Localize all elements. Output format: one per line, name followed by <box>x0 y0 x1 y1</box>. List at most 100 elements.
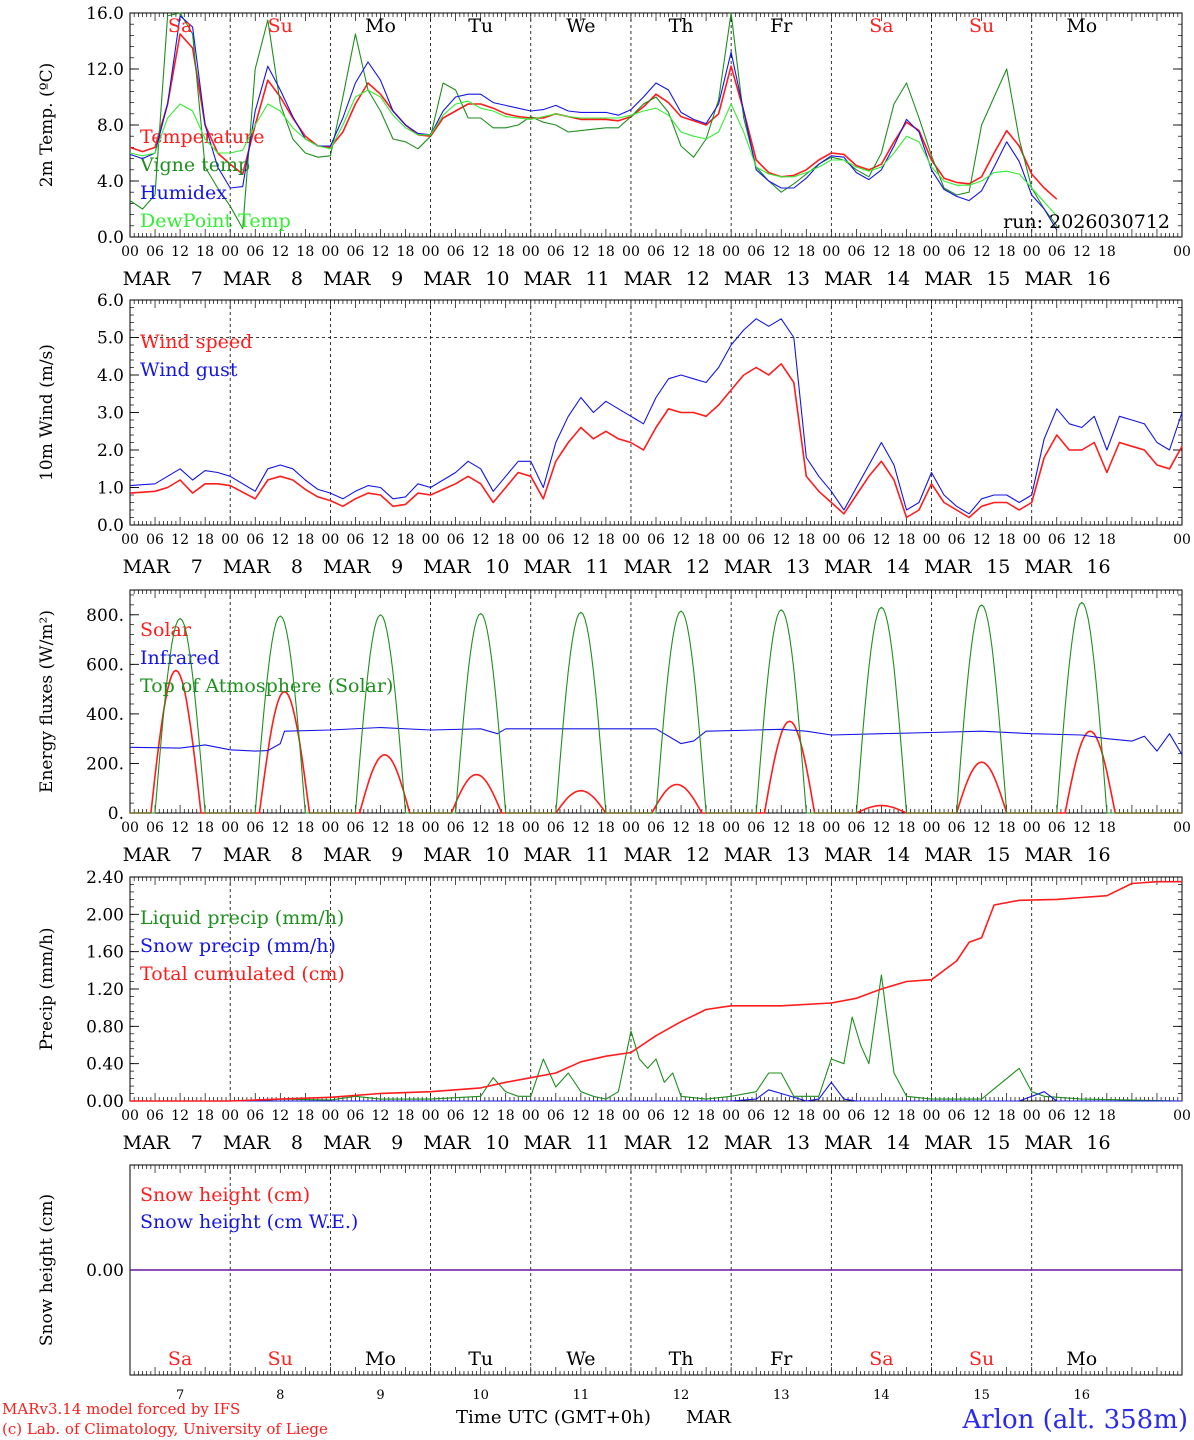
y-tick-label: 800. <box>86 606 124 626</box>
hour-tick-label: 12 <box>1073 820 1091 836</box>
hour-tick-label: 06 <box>547 244 565 260</box>
hour-tick-label: 18 <box>697 244 715 260</box>
day-number-label: 9 <box>376 1388 384 1403</box>
weekday-label-top: Th <box>669 15 694 37</box>
hour-tick-label: 12 <box>772 1108 790 1124</box>
date-day-label: 8 <box>291 1132 303 1154</box>
y-tick-label: 400. <box>86 705 124 725</box>
x-axis-title: Time UTC (GMT+0h) <box>456 1407 651 1428</box>
date-day-label: 11 <box>585 1132 609 1154</box>
hour-tick-label: 18 <box>296 532 314 548</box>
hour-tick-label: 18 <box>898 1108 916 1124</box>
date-month-label: MAR <box>323 268 371 290</box>
panel-3: 0. 200. 400. 600. 800. Energy fluxes (W/m²) So… <box>37 589 1191 866</box>
hour-tick-label: 00 <box>422 1108 440 1124</box>
hour-tick-label: 18 <box>497 1108 515 1124</box>
weekday-label-top: Fr <box>770 15 793 37</box>
date-day-label: 15 <box>986 268 1010 290</box>
hour-tick-label: 00 <box>321 244 339 260</box>
hour-tick-label: 00 <box>923 1108 941 1124</box>
date-day-label: 10 <box>485 268 509 290</box>
hour-tick-label: 06 <box>246 820 264 836</box>
hour-tick-label: 12 <box>271 244 289 260</box>
station-label: Arlon (alt. 358m) <box>961 1405 1188 1435</box>
hour-tick-label: 12 <box>973 1108 991 1124</box>
hour-tick-label: 12 <box>171 1108 189 1124</box>
hour-tick-label: 06 <box>347 820 365 836</box>
hour-tick-label: 18 <box>998 532 1016 548</box>
series-line-humidex <box>129 15 1058 231</box>
hour-tick-label: 12 <box>672 820 690 836</box>
hour-tick-label: 18 <box>597 820 615 836</box>
hour-tick-label: 06 <box>747 820 765 836</box>
series-line-top-of-atmosphere-solar <box>130 601 1182 814</box>
footer: MARv3.14 model forced by IFS (c) Lab. of… <box>2 1400 1188 1438</box>
y-tick-label: 2.40 <box>86 868 124 888</box>
hour-tick-label: 12 <box>472 532 490 548</box>
hour-tick-label: 00 <box>1173 244 1191 260</box>
date-month-label: MAR <box>523 844 571 866</box>
hour-tick-label: 18 <box>497 244 515 260</box>
date-day-label: 14 <box>886 556 910 578</box>
hour-tick-label: 18 <box>196 532 214 548</box>
day-number-label: 16 <box>1074 1388 1091 1403</box>
hour-tick-label: 12 <box>973 532 991 548</box>
hour-tick-label: 12 <box>372 532 390 548</box>
hour-tick-label: 06 <box>847 532 865 548</box>
weekday-label-top: Mo <box>365 15 396 37</box>
weekday-label-bottom: Tu <box>468 1348 493 1370</box>
date-day-label: 16 <box>1086 556 1110 578</box>
series-line-snow-precip-mm-h <box>130 1081 1182 1102</box>
date-day-label: 12 <box>686 1132 710 1154</box>
hour-tick-label: 18 <box>697 532 715 548</box>
weekday-label-bottom: We <box>566 1348 595 1370</box>
hour-tick-label: 00 <box>923 820 941 836</box>
hour-tick-label: 18 <box>1098 532 1116 548</box>
legend-item: Liquid precip (mm/h) <box>140 907 344 929</box>
y-tick-label: 0. <box>108 804 124 824</box>
date-day-label: 7 <box>191 556 203 578</box>
hour-tick-label: 12 <box>873 820 891 836</box>
date-day-label: 16 <box>1086 268 1110 290</box>
y-tick-label: 0.00 <box>86 1092 124 1112</box>
y-tick-label: 2.0 <box>97 441 124 461</box>
weekday-label-bottom: Su <box>969 1348 994 1370</box>
date-day-label: 15 <box>986 1132 1010 1154</box>
date-month-label: MAR <box>724 556 772 578</box>
x-axis-title-month: MAR <box>686 1407 731 1428</box>
hour-tick-label: 12 <box>572 532 590 548</box>
hour-tick-label: 00 <box>722 820 740 836</box>
hour-tick-label: 00 <box>121 532 139 548</box>
date-month-label: MAR <box>924 1132 972 1154</box>
hour-tick-label: 00 <box>1023 532 1041 548</box>
date-day-label: 9 <box>391 268 403 290</box>
y-tick-label: 1.20 <box>86 980 124 1000</box>
series-line-temperature <box>129 33 1058 200</box>
hour-tick-label: 06 <box>647 820 665 836</box>
hour-tick-label: 12 <box>973 820 991 836</box>
hour-tick-label: 06 <box>547 820 565 836</box>
hour-tick-label: 00 <box>722 1108 740 1124</box>
date-day-label: 8 <box>291 844 303 866</box>
hour-tick-label: 06 <box>146 1108 164 1124</box>
hour-tick-label: 00 <box>1023 820 1041 836</box>
hour-tick-label: 00 <box>522 532 540 548</box>
hour-tick-label: 00 <box>422 244 440 260</box>
weekday-label-bottom: Su <box>268 1348 293 1370</box>
hour-tick-label: 18 <box>196 244 214 260</box>
hour-tick-label: 00 <box>522 1108 540 1124</box>
date-month-label: MAR <box>1024 268 1072 290</box>
date-day-label: 12 <box>686 556 710 578</box>
hour-tick-label: 00 <box>722 532 740 548</box>
date-month-label: MAR <box>123 844 171 866</box>
date-day-label: 15 <box>986 556 1010 578</box>
hour-tick-label: 18 <box>196 820 214 836</box>
date-day-label: 9 <box>391 556 403 578</box>
hour-tick-label: 18 <box>597 244 615 260</box>
date-month-label: MAR <box>223 844 271 866</box>
date-month-label: MAR <box>123 1132 171 1154</box>
hour-tick-label: 18 <box>998 244 1016 260</box>
y-tick-label: 6.0 <box>97 291 124 311</box>
y-tick-label: 0.80 <box>86 1017 124 1037</box>
series-line-liquid-precip-mm-h <box>130 974 1183 1102</box>
